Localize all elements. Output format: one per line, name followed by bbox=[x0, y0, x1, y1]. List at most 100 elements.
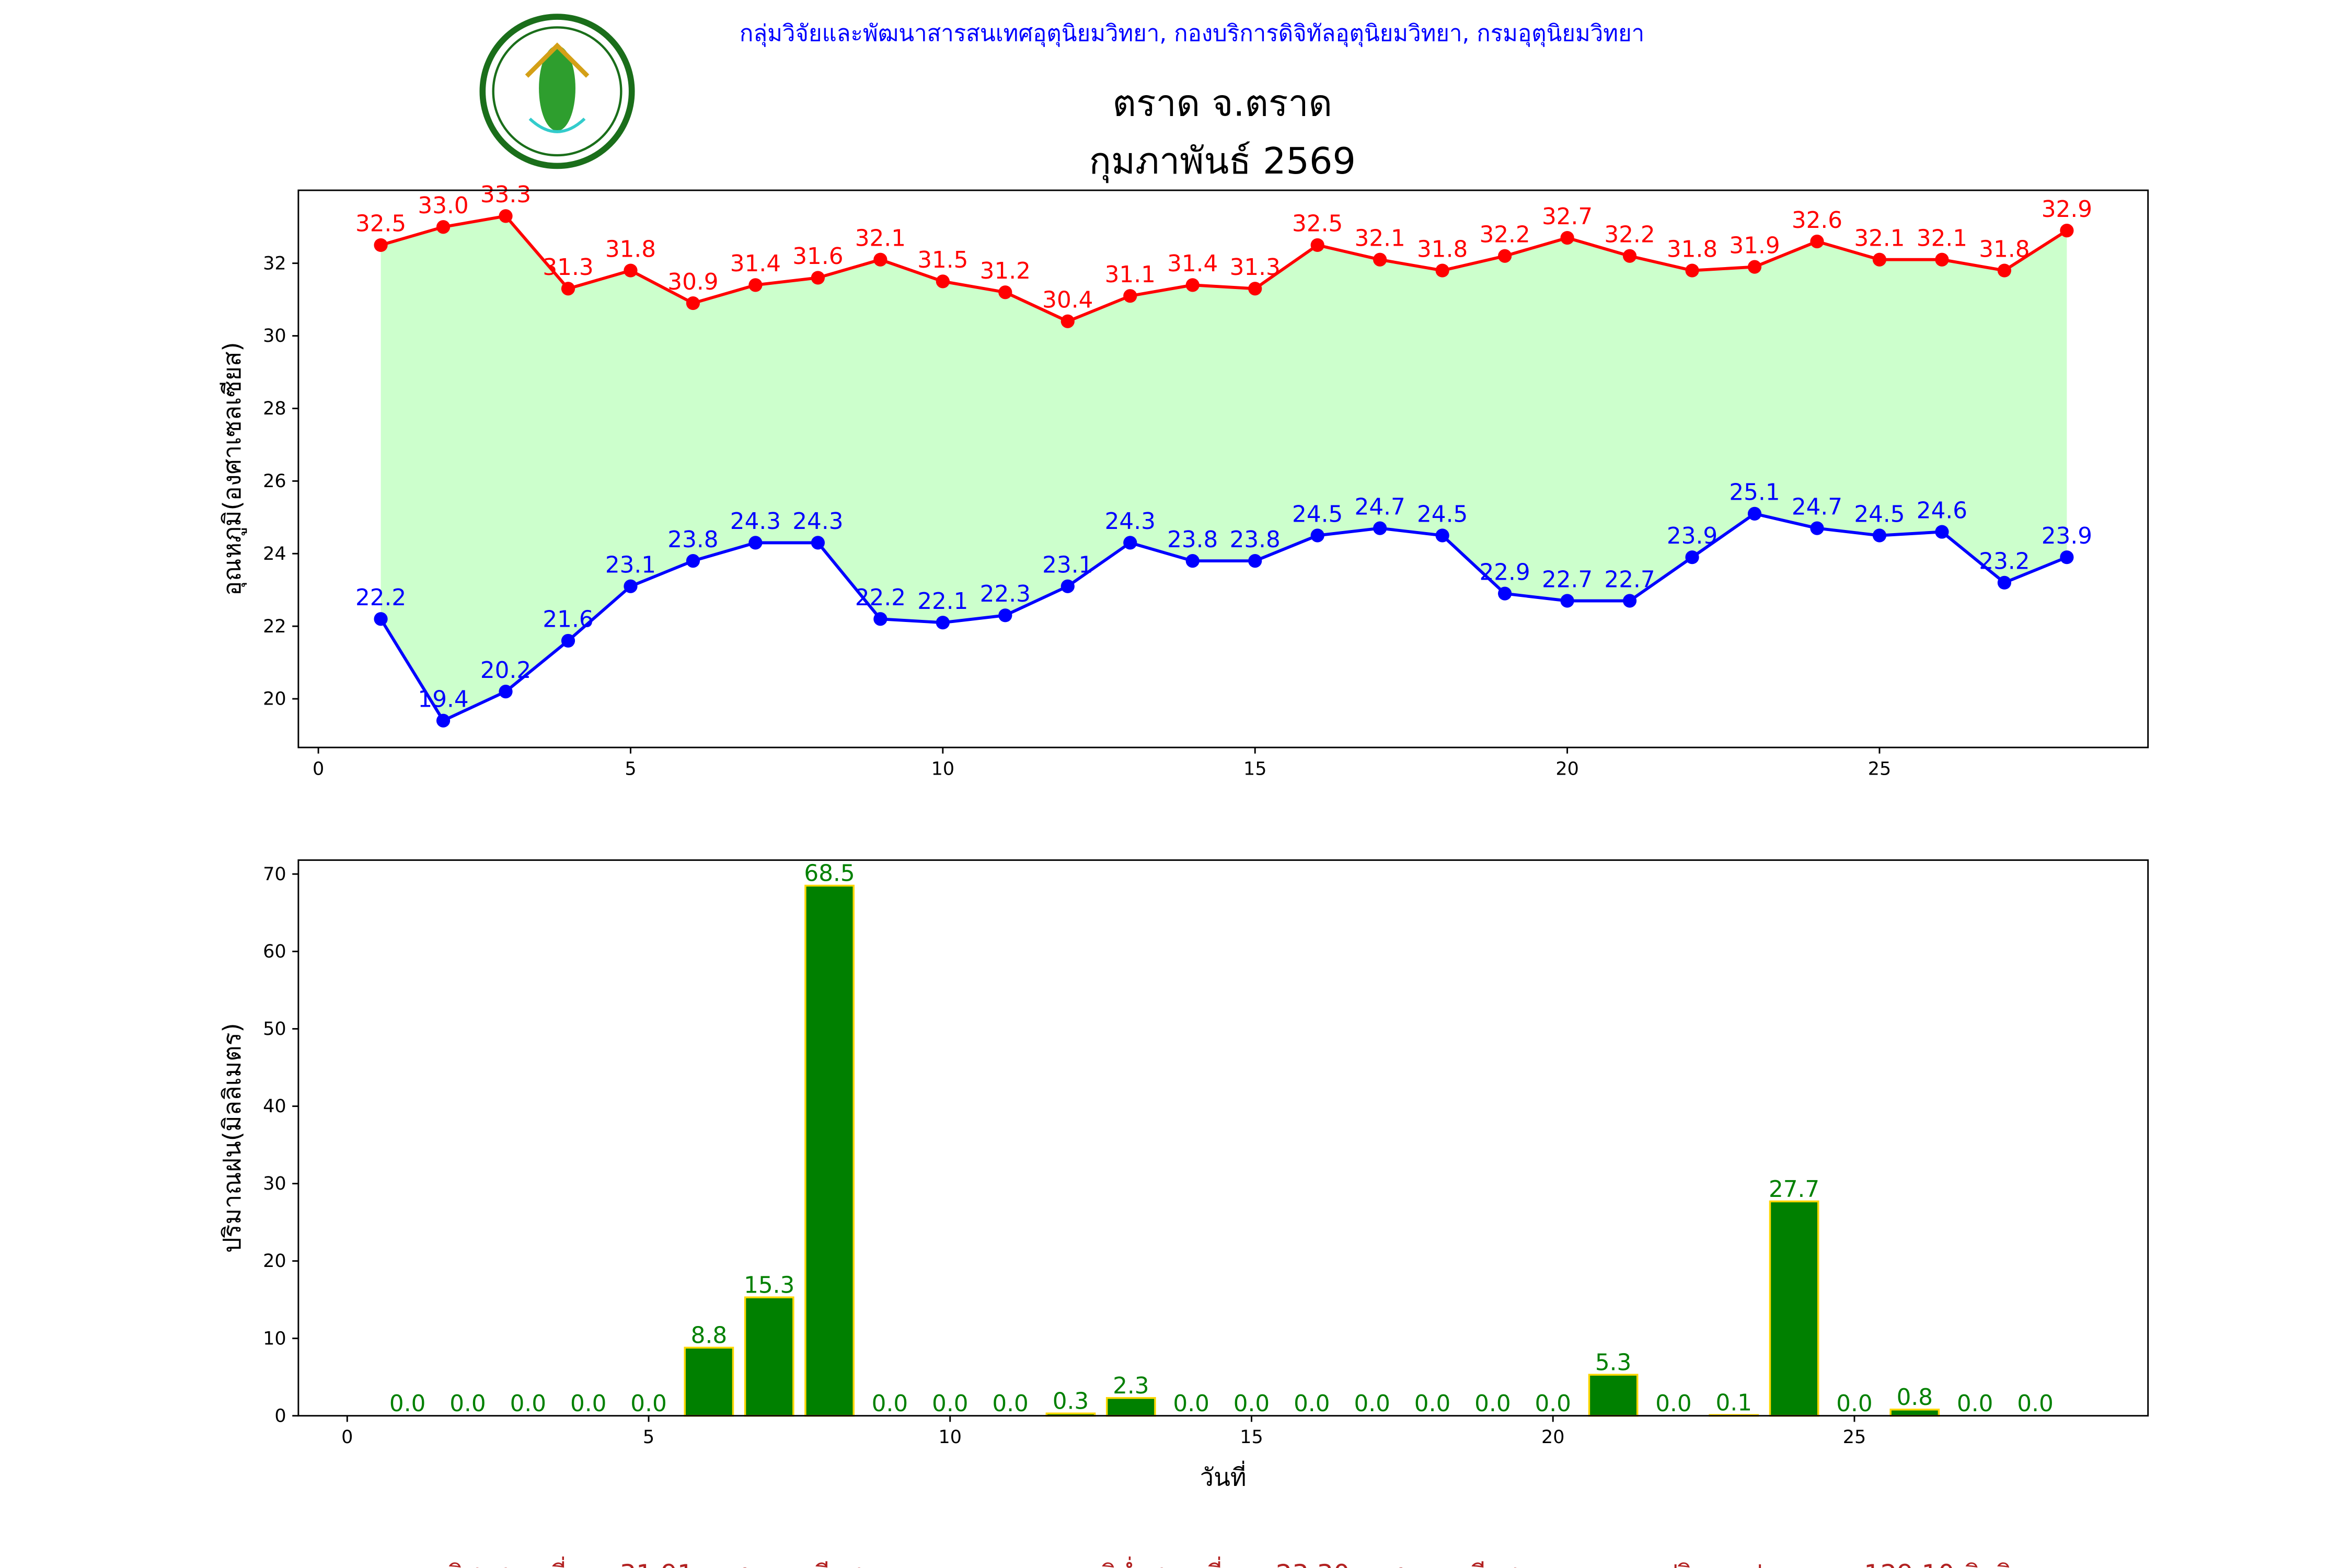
min-temp-point bbox=[998, 608, 1012, 622]
max-temp-label: 32.2 bbox=[1604, 222, 1655, 248]
max-temp-point bbox=[624, 263, 638, 278]
y-tick-label: 60 bbox=[263, 941, 286, 962]
rain-value-label: 0.0 bbox=[510, 1390, 546, 1417]
footer-avg-min: อุณหภูมิต่ำสุดเฉลี่ย = 23.30 องศาเซลเซีย… bbox=[1025, 1557, 1517, 1568]
min-temp-label: 24.7 bbox=[1355, 493, 1405, 520]
min-temp-point bbox=[1435, 528, 1449, 543]
max-temp-label: 31.9 bbox=[1729, 232, 1780, 259]
plot-frame bbox=[297, 859, 2149, 1417]
min-temp-point bbox=[936, 616, 950, 630]
rain-value-label: 0.0 bbox=[2017, 1390, 2053, 1417]
y-tick-label: 0 bbox=[274, 1405, 286, 1426]
x-tick-label: 0 bbox=[313, 759, 324, 780]
min-temp-label: 23.9 bbox=[1667, 523, 1717, 549]
max-temp-label: 32.2 bbox=[1479, 222, 1530, 248]
max-temp-label: 31.3 bbox=[543, 254, 593, 281]
rain-value-label: 0.0 bbox=[1414, 1390, 1450, 1417]
max-temp-point bbox=[1248, 282, 1262, 296]
min-temp-point bbox=[1997, 575, 2012, 590]
max-temp-point bbox=[1560, 230, 1574, 245]
max-temp-point bbox=[1310, 238, 1324, 252]
y-tick-label: 32 bbox=[263, 253, 286, 274]
y-tick-label: 26 bbox=[263, 471, 286, 492]
min-temp-point bbox=[1810, 521, 1824, 535]
rain-value-label: 0.0 bbox=[992, 1390, 1028, 1417]
min-temp-point bbox=[1685, 550, 1699, 564]
max-temp-label: 33.0 bbox=[418, 192, 468, 219]
max-temp-label: 30.9 bbox=[667, 269, 718, 295]
x-tick-label: 0 bbox=[341, 1427, 353, 1448]
max-temp-point bbox=[811, 271, 825, 285]
min-temp-label: 24.5 bbox=[1292, 501, 1343, 527]
max-temp-label: 31.8 bbox=[1667, 236, 1717, 262]
min-temp-label: 24.6 bbox=[1917, 497, 1967, 524]
y-tick-label: 28 bbox=[263, 398, 286, 419]
max-temp-point bbox=[1872, 252, 1887, 267]
temperature-chart: 0 5 10 15 20 25 20 22 24 26 28 30 32 อุณหภูมิ(องศาเซล… bbox=[218, 181, 2149, 780]
rain-value-label: 27.7 bbox=[1769, 1176, 1819, 1203]
rain-value-label: 2.3 bbox=[1113, 1373, 1149, 1399]
rain-value-label: 0.1 bbox=[1716, 1390, 1752, 1416]
temperature-range-fill bbox=[381, 216, 2067, 721]
min-temp-label: 22.3 bbox=[980, 581, 1031, 607]
max-temp-line bbox=[380, 214, 2068, 323]
rain-value-label: 0.0 bbox=[1957, 1390, 1993, 1417]
min-temp-point bbox=[1935, 525, 1949, 539]
x-tick-label: 20 bbox=[1541, 1427, 1564, 1448]
max-temp-label: 31.2 bbox=[980, 258, 1031, 284]
min-temp-point bbox=[1123, 536, 1137, 550]
min-temp-label: 24.7 bbox=[1792, 493, 1842, 520]
min-temp-label: 22.7 bbox=[1542, 566, 1593, 593]
y-tick-label: 50 bbox=[263, 1019, 286, 1040]
min-temp-label: 22.1 bbox=[917, 588, 968, 615]
x-tick-label: 10 bbox=[931, 759, 954, 780]
y-tick-label: 30 bbox=[263, 1173, 286, 1194]
min-temp-point bbox=[1560, 594, 1574, 608]
min-temp-point bbox=[811, 536, 825, 550]
min-temp-point bbox=[2060, 550, 2074, 564]
footer-total-rain: ปริมาณฝนรวม = 129.10 มิลลิเมตร bbox=[1662, 1559, 2068, 1568]
min-temp-point bbox=[1872, 528, 1887, 543]
min-temp-label: 24.3 bbox=[730, 508, 781, 535]
max-temp-point bbox=[1373, 252, 1387, 267]
max-temp-label: 32.9 bbox=[2042, 196, 2092, 223]
y-axis-label: อุณหภูมิ(องศาเซลเซียส) bbox=[218, 342, 247, 596]
agency-title: กลุ่มวิจัยและพัฒนาสารสนเทศอุตุนิยมวิทยา,… bbox=[740, 20, 1644, 48]
min-temp-label: 23.2 bbox=[1979, 548, 2030, 575]
max-temp-label: 31.8 bbox=[1979, 236, 2030, 262]
max-temp-label: 33.3 bbox=[480, 181, 531, 208]
y-tick-label: 70 bbox=[263, 864, 286, 885]
max-temp-label: 32.6 bbox=[1792, 207, 1842, 234]
y-axis-label: ปริมาณฝน(มิลลิเมตร) bbox=[218, 1023, 246, 1253]
rain-bar bbox=[1105, 1397, 1156, 1417]
min-temp-label: 24.5 bbox=[1417, 501, 1468, 527]
rain-value-label: 0.0 bbox=[630, 1390, 666, 1417]
max-temp-label: 32.1 bbox=[855, 225, 906, 252]
x-tick-label: 10 bbox=[939, 1427, 962, 1448]
min-temp-point bbox=[499, 685, 513, 699]
max-temp-label: 31.8 bbox=[605, 236, 656, 262]
min-temp-label: 23.8 bbox=[667, 526, 718, 553]
y-tick-label: 22 bbox=[263, 616, 286, 637]
rain-value-label: 0.0 bbox=[570, 1390, 606, 1417]
min-temp-line bbox=[379, 512, 2068, 723]
max-temp-label: 32.5 bbox=[355, 211, 406, 237]
min-temp-label: 23.8 bbox=[1167, 526, 1218, 553]
max-temp-point bbox=[1123, 289, 1137, 303]
rain-value-label: 68.5 bbox=[804, 860, 855, 887]
min-temp-label: 22.2 bbox=[855, 584, 906, 611]
min-temp-label: 23.9 bbox=[2042, 523, 2092, 549]
max-temp-point bbox=[1747, 260, 1762, 274]
max-temp-label: 31.1 bbox=[1105, 261, 1156, 288]
min-temp-label: 23.1 bbox=[1042, 552, 1093, 579]
y-tick-label: 30 bbox=[263, 326, 286, 347]
min-temp-point bbox=[873, 612, 887, 626]
max-temp-point bbox=[1498, 249, 1512, 263]
max-temp-label: 31.6 bbox=[792, 243, 843, 270]
x-tick-label: 15 bbox=[1240, 1427, 1263, 1448]
rain-value-label: 0.0 bbox=[1354, 1390, 1390, 1417]
max-temp-point bbox=[1622, 249, 1637, 263]
x-tick-label: 5 bbox=[625, 759, 636, 780]
min-temp-label: 22.7 bbox=[1604, 566, 1655, 593]
max-temp-label: 31.8 bbox=[1417, 236, 1468, 262]
